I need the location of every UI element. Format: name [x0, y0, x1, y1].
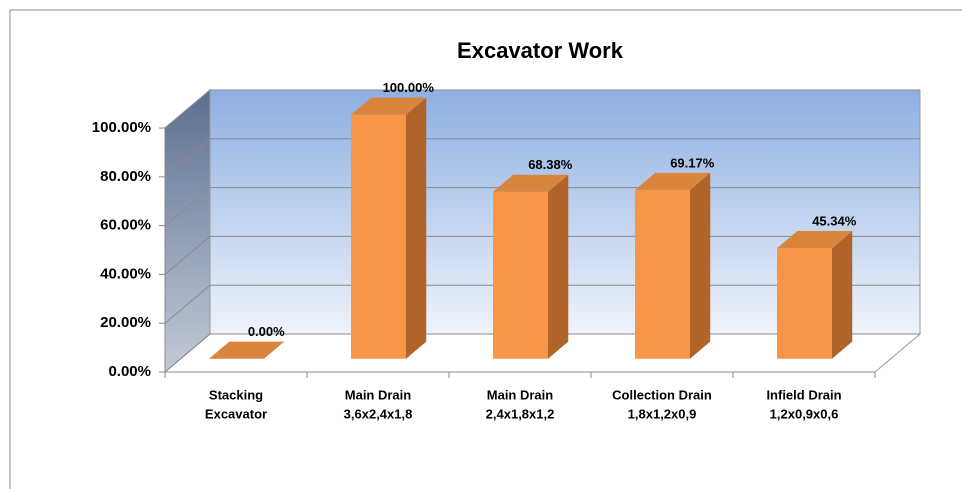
x-tick-label: Infield Drain: [766, 387, 841, 402]
side-wall: [164, 88, 211, 374]
bar-side: [832, 230, 853, 359]
y-tick-label: 40.00%: [100, 265, 151, 282]
bar-front: [635, 189, 690, 359]
chart-title: Excavator Work: [457, 38, 624, 63]
bar-side: [548, 174, 569, 359]
data-label: 68.38%: [528, 157, 573, 172]
x-tick-label: 1,2x0,9x0,6: [770, 406, 839, 421]
x-tick-label: 3,6x2,4x1,8: [344, 406, 413, 421]
x-tick-label: Stacking: [209, 387, 263, 402]
bar-top: [209, 341, 285, 359]
data-label: 100.00%: [383, 80, 435, 95]
bar-front: [777, 248, 832, 359]
bar-top: [635, 172, 711, 190]
y-tick-label: 100.00%: [92, 119, 151, 136]
data-label: 45.34%: [812, 213, 857, 228]
grid-line: [164, 89, 920, 129]
x-tick-label: Collection Drain: [612, 387, 712, 402]
bar-top: [777, 230, 853, 249]
bar-top: [351, 97, 427, 115]
x-tick-label: Main Drain: [345, 387, 412, 402]
bar-front: [493, 191, 548, 359]
bar-front: [351, 114, 406, 359]
x-tick-label: Main Drain: [487, 387, 554, 402]
grid-line: [164, 138, 920, 178]
data-label: 69.17%: [670, 155, 715, 170]
x-tick-label: 1,8x1,2x0,9: [628, 406, 697, 421]
y-tick-label: 0.00%: [108, 363, 151, 380]
bar-side: [690, 172, 711, 359]
y-tick-label: 60.00%: [100, 217, 151, 234]
bar-side: [406, 97, 427, 359]
bar-top: [493, 174, 569, 192]
y-tick-label: 20.00%: [100, 314, 151, 331]
x-tick-label: 2,4x1,8x1,2: [486, 406, 555, 421]
x-tick-label: Excavator: [205, 406, 267, 421]
data-label: 0.00%: [248, 324, 285, 339]
y-tick-label: 80.00%: [100, 168, 151, 185]
